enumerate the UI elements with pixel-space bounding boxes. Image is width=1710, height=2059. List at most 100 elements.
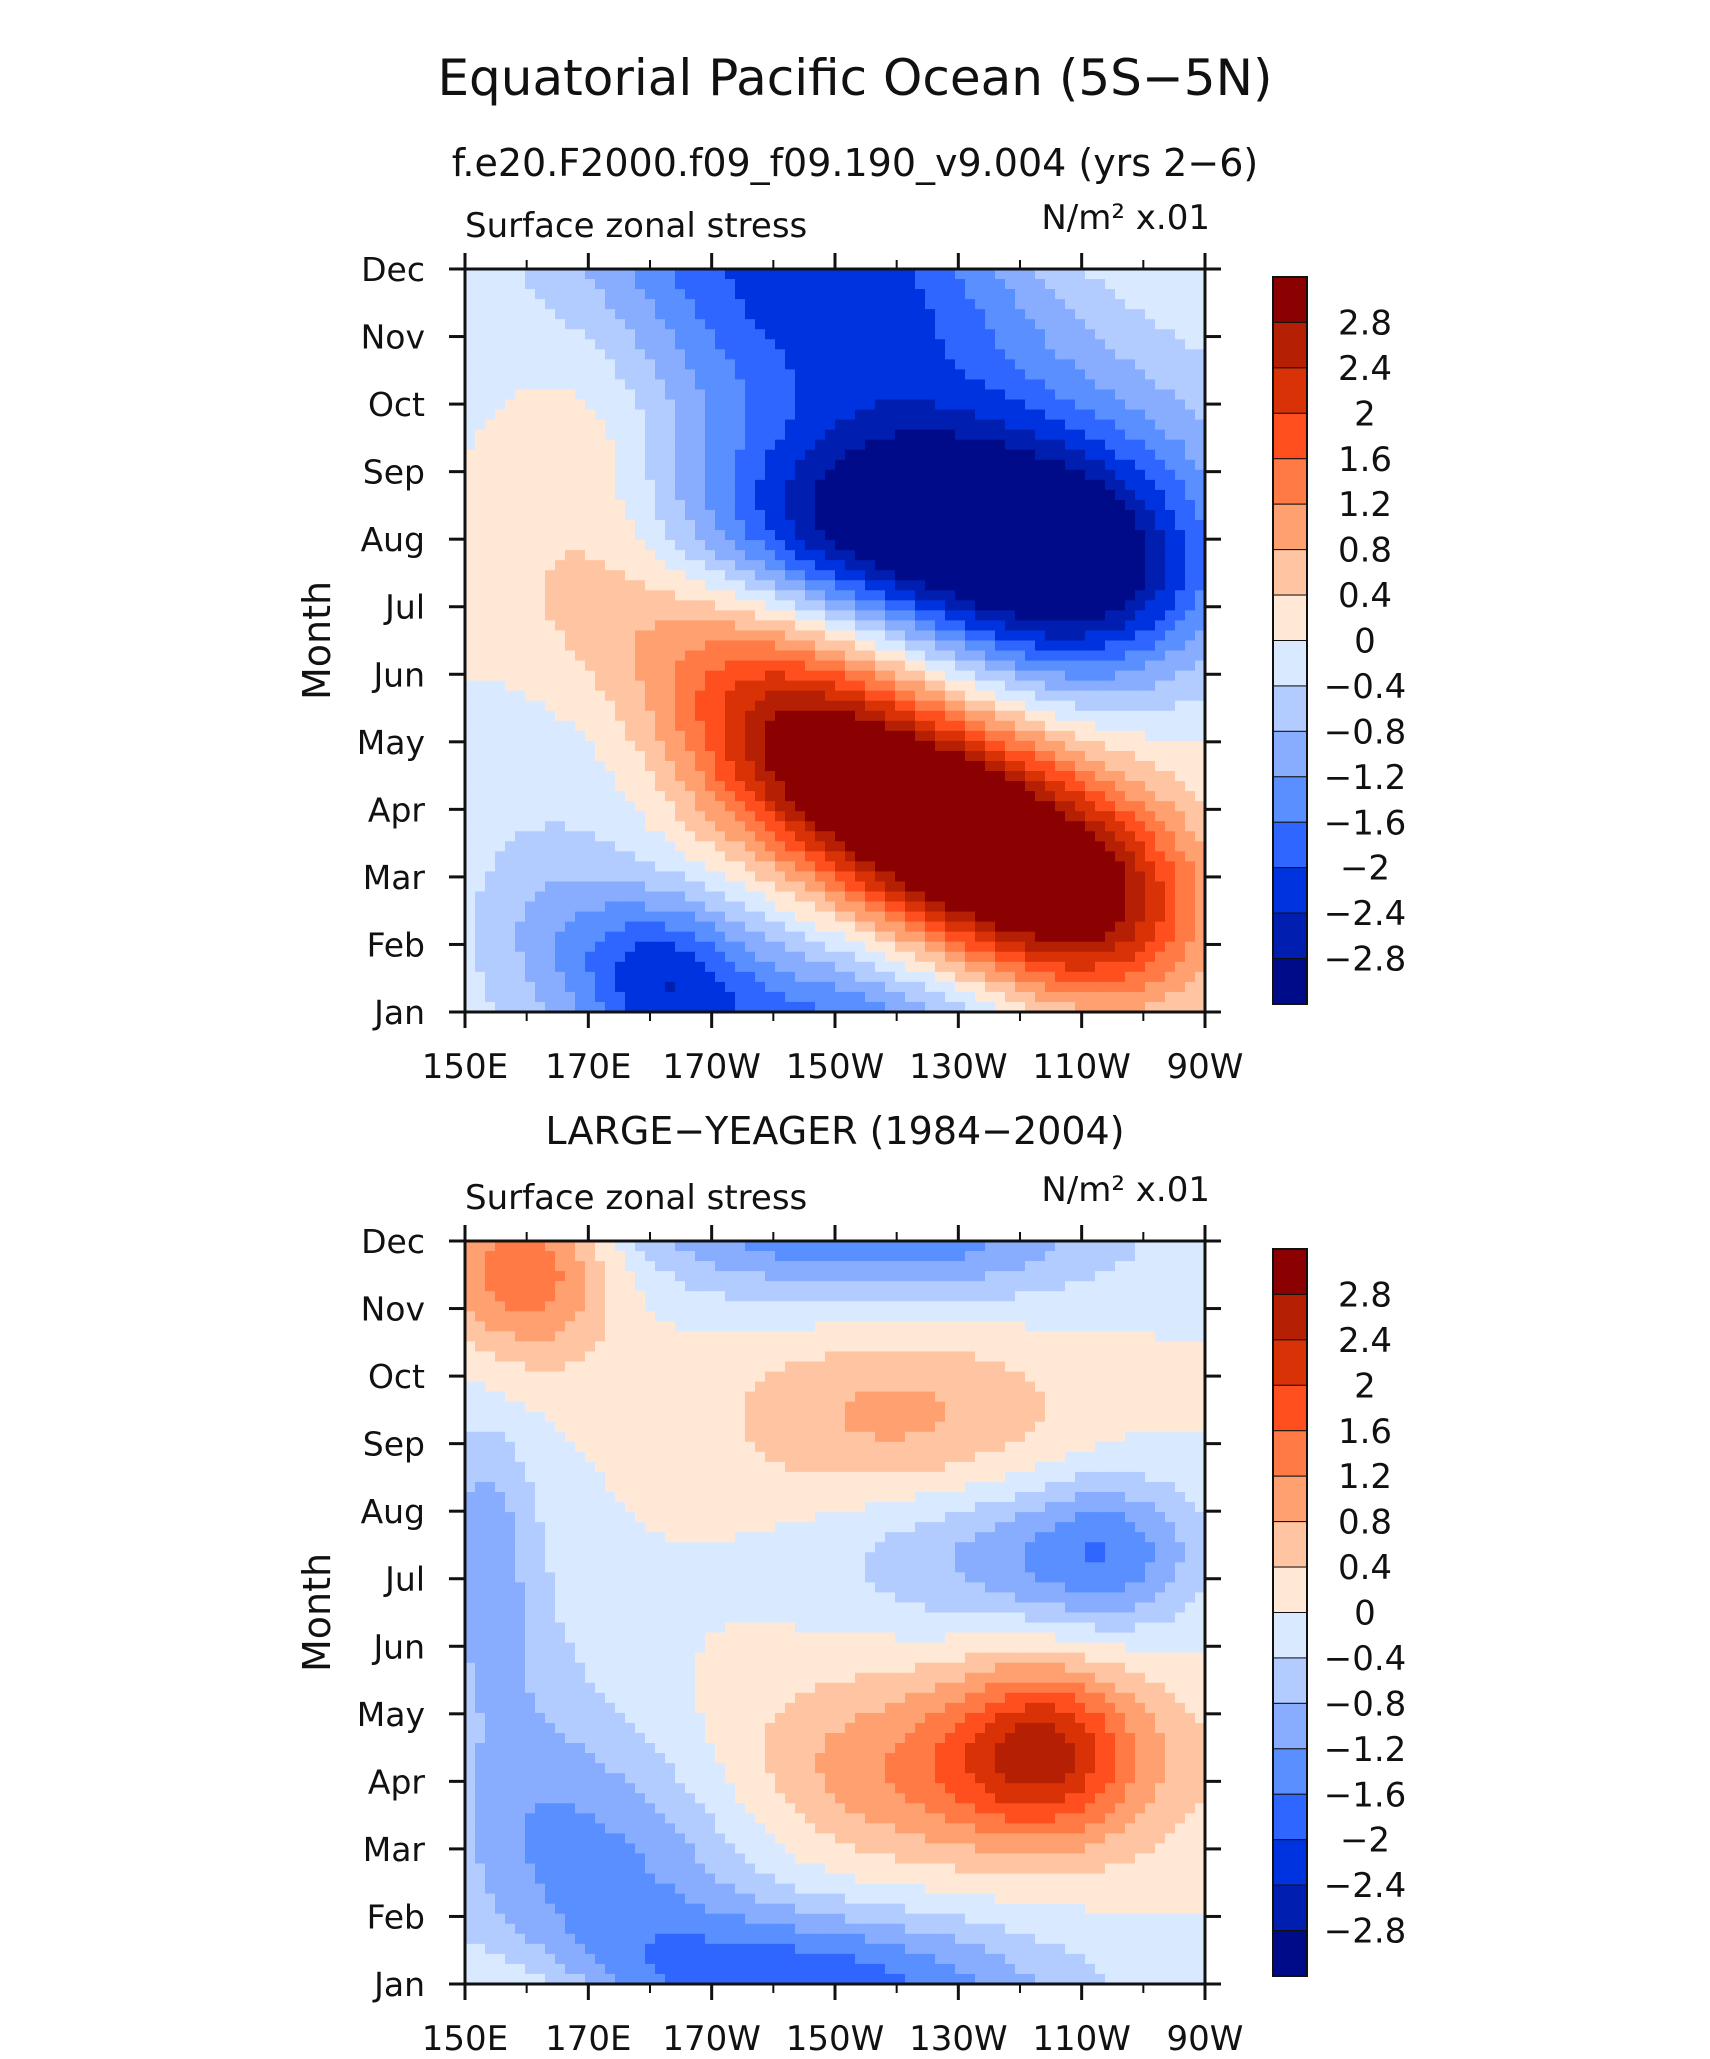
heatmap-cell (755, 781, 766, 792)
heatmap-cell (905, 931, 916, 943)
heatmap-cell (655, 941, 666, 953)
heatmap-cell (1115, 750, 1126, 762)
heatmap-cell (745, 750, 756, 762)
heatmap-cell (785, 811, 796, 822)
heatmap-cell (565, 319, 576, 330)
heatmap-cell (735, 690, 746, 702)
heatmap-cell (955, 489, 966, 501)
heatmap-cell (1065, 449, 1076, 461)
heatmap-cell (525, 509, 536, 521)
heatmap-cell (575, 349, 586, 360)
heatmap-cell (955, 690, 966, 702)
heatmap-cell (995, 750, 1006, 762)
heatmap-cell (715, 680, 726, 692)
heatmap-cell (685, 459, 696, 471)
heatmap-cell (885, 801, 896, 812)
heatmap-cell (655, 429, 666, 441)
heatmap-cell (1105, 921, 1116, 933)
heatmap-cell (765, 309, 776, 320)
heatmap-cell (875, 750, 886, 762)
heatmap-cell (1055, 540, 1066, 551)
heatmap-cell (1095, 700, 1106, 712)
heatmap-cell (735, 670, 746, 682)
heatmap-cell (1085, 299, 1096, 310)
heatmap-cell (525, 891, 536, 903)
heatmap-cell (965, 560, 976, 571)
heatmap-cell (785, 339, 796, 350)
heatmap-cell (935, 379, 946, 391)
heatmap-cell (765, 319, 776, 330)
heatmap-cell (965, 730, 976, 742)
heatmap-cell (575, 269, 586, 280)
heatmap-cell (1015, 931, 1026, 943)
heatmap-cell (855, 891, 866, 903)
heatmap-cell (805, 861, 816, 873)
heatmap-cell (685, 740, 696, 752)
heatmap-cell (1025, 791, 1036, 802)
heatmap-cell (495, 580, 506, 591)
heatmap-cell (835, 811, 846, 822)
heatmap-cell (935, 279, 946, 290)
heatmap-cell (545, 560, 556, 571)
heatmap-cell (605, 419, 616, 431)
heatmap-cell (925, 469, 936, 481)
heatmap-cell (1195, 660, 1205, 672)
heatmap-cell (585, 469, 596, 481)
heatmap-cell (985, 570, 996, 581)
heatmap-cell (815, 771, 826, 782)
heatmap-cell (615, 520, 626, 531)
heatmap-cell (555, 389, 566, 401)
heatmap-cell (565, 299, 576, 310)
heatmap-cell (975, 489, 986, 501)
heatmap-cell (995, 861, 1006, 873)
heatmap-cell (1055, 931, 1066, 943)
heatmap-cell (465, 670, 476, 682)
heatmap-cell (1095, 339, 1106, 350)
heatmap-cell (975, 289, 986, 300)
heatmap-cell (575, 369, 586, 381)
heatmap-cell (1065, 680, 1076, 692)
heatmap-cell (635, 339, 646, 350)
heatmap-cell (1005, 891, 1016, 903)
heatmap-cell (475, 359, 486, 370)
heatmap-cell (685, 730, 696, 742)
heatmap-cell (1025, 509, 1036, 521)
heatmap-cell (1115, 349, 1126, 360)
heatmap-cell (565, 499, 576, 511)
heatmap-cell (1155, 540, 1166, 551)
heatmap-cell (1105, 821, 1116, 832)
heatmap-cell (1195, 921, 1205, 933)
heatmap-cell (865, 871, 876, 883)
heatmap-cell (1185, 379, 1196, 391)
heatmap-cell (555, 570, 566, 581)
heatmap-cell (485, 570, 496, 581)
heatmap-cell (975, 389, 986, 401)
heatmap-cell (675, 911, 686, 923)
heatmap-cell (1055, 841, 1066, 852)
heatmap-cell (735, 550, 746, 561)
heatmap-cell (845, 740, 856, 752)
heatmap-cell (575, 409, 586, 421)
heatmap-cell (695, 379, 706, 391)
heatmap-cell (585, 881, 596, 893)
heatmap-cell (965, 911, 976, 923)
heatmap-cell (495, 781, 506, 792)
heatmap-cell (585, 439, 596, 451)
heatmap-cell (915, 881, 926, 893)
heatmap-cell (465, 560, 476, 571)
heatmap-cell (785, 329, 796, 340)
heatmap-cell (665, 831, 676, 842)
heatmap-cell (755, 620, 766, 632)
heatmap-cell (485, 730, 496, 742)
heatmap-cell (785, 469, 796, 481)
heatmap-cell (785, 570, 796, 581)
heatmap-cell (785, 781, 796, 792)
heatmap-cell (495, 640, 506, 652)
heatmap-cell (1165, 881, 1176, 893)
heatmap-cell (795, 459, 806, 471)
heatmap-cell (995, 931, 1006, 943)
heatmap-cell (915, 851, 926, 862)
heatmap-cell (935, 530, 946, 541)
heatmap-cell (745, 379, 756, 391)
heatmap-cell (535, 520, 546, 531)
